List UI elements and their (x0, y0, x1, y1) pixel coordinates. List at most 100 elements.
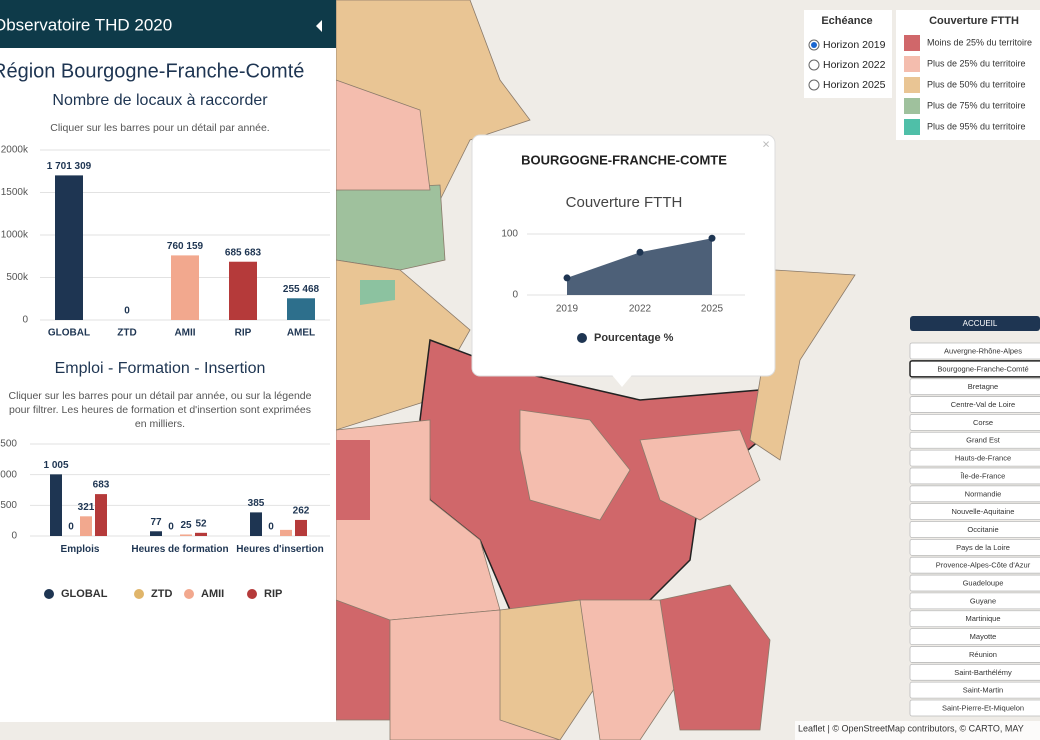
region-label[interactable]: Nouvelle-Aquitaine (952, 507, 1015, 516)
region-button[interactable] (909, 503, 1040, 521)
attribution: Leaflet | © OpenStreetMap contributors, … (798, 723, 1024, 733)
radio[interactable] (808, 79, 820, 91)
region-label[interactable]: Réunion (969, 650, 997, 659)
bar[interactable] (150, 531, 162, 536)
side-panel (0, 0, 336, 722)
value-label: 0 (68, 522, 74, 533)
region-label[interactable]: Pays de la Loire (956, 543, 1010, 552)
radio-label[interactable]: Horizon 2019 (823, 39, 886, 51)
region-label[interactable]: Mayotte (970, 632, 997, 641)
region-button[interactable] (909, 378, 1040, 396)
value-label: 255 468 (283, 284, 320, 295)
legend-label[interactable]: AMII (201, 588, 224, 600)
region-label[interactable]: Provence-Alpes-Côte d'Azur (936, 561, 1031, 570)
region-button[interactable] (909, 414, 1040, 431)
region-button[interactable] (909, 360, 1040, 378)
x-tick-label: 2022 (629, 304, 652, 315)
point (563, 274, 571, 282)
region-label[interactable]: Saint-Pierre-Et-Miquelon (942, 703, 1024, 712)
region-button[interactable] (909, 592, 1040, 610)
area (567, 238, 712, 295)
region-button[interactable] (909, 521, 1040, 538)
legend-marker[interactable] (247, 589, 257, 599)
region-label[interactable]: Normandie (965, 489, 1002, 498)
legend-marker[interactable] (184, 589, 194, 599)
region-button[interactable] (909, 431, 1040, 449)
legend-label[interactable]: ZTD (151, 588, 172, 600)
region-label[interactable]: Guyane (970, 596, 996, 605)
region-button[interactable] (909, 396, 1040, 413)
legend-label[interactable]: RIP (264, 588, 282, 600)
bar[interactable] (229, 261, 257, 320)
bar[interactable] (55, 175, 83, 320)
legend-label: Plus de 95% du territoire (927, 121, 1026, 131)
popup-close[interactable]: × (762, 136, 770, 151)
x-tick-label: AMII (174, 328, 195, 339)
legend-label: Plus de 25% du territoire (927, 58, 1026, 68)
region-title: Région Bourgogne-Franche-Comté (0, 60, 304, 82)
bar[interactable] (280, 529, 292, 536)
chart-subtitle: Cliquer sur les barres pour un détail pa… (8, 390, 312, 430)
region-label[interactable]: Saint-Barthélémy (954, 668, 1012, 677)
couverture-title: Couverture FTTH (929, 15, 1019, 27)
legend-marker[interactable] (44, 589, 54, 599)
collapse-button[interactable] (316, 20, 322, 32)
legend-label[interactable]: GLOBAL (61, 588, 108, 600)
region-label[interactable]: Occitanie (967, 525, 998, 534)
bar[interactable] (50, 474, 62, 536)
legend-label: Plus de 75% du territoire (927, 100, 1026, 110)
chart-title: Nombre de locaux à raccorder (52, 92, 268, 109)
value-label: 0 (168, 522, 174, 533)
region-label[interactable]: Île-de-France (960, 471, 1006, 480)
region-label[interactable]: Saint-Martin (963, 686, 1003, 695)
legend-marker (577, 333, 587, 343)
region-button[interactable] (909, 467, 1040, 485)
bar[interactable] (250, 512, 262, 536)
y-tick-label: 0 (22, 315, 28, 326)
region-button[interactable] (909, 449, 1040, 467)
region-button[interactable] (909, 610, 1040, 628)
region-button[interactable] (909, 681, 1040, 699)
region-button[interactable] (909, 699, 1040, 717)
bar[interactable] (80, 516, 92, 536)
value-label: 1 005 (43, 460, 68, 471)
region-button[interactable] (909, 574, 1040, 592)
radio-label[interactable]: Horizon 2025 (823, 79, 886, 91)
y-tick-label: 0 (11, 531, 17, 542)
region-label[interactable]: Bourgogne-Franche-Comté (937, 364, 1028, 373)
value-label: 1 701 309 (47, 161, 92, 172)
region-button[interactable] (909, 663, 1040, 681)
region-label[interactable]: Grand Est (966, 436, 1001, 445)
region-label[interactable]: Corse (973, 418, 993, 427)
region-label[interactable]: Auvergne-Rhône-Alpes (944, 346, 1022, 355)
region-button[interactable] (909, 628, 1040, 645)
region-button[interactable] (909, 538, 1040, 556)
x-tick-label: Heures de formation (131, 544, 229, 555)
region-label[interactable]: Martinique (965, 614, 1000, 623)
region-label[interactable]: Guadeloupe (963, 579, 1004, 588)
map (335, 0, 856, 740)
bar[interactable] (171, 255, 199, 320)
bar[interactable] (180, 534, 192, 536)
radio-label[interactable]: Horizon 2022 (823, 59, 886, 71)
region-button[interactable] (909, 485, 1040, 503)
region-button[interactable] (909, 342, 1040, 360)
bar[interactable] (195, 532, 207, 536)
region-label[interactable]: Hauts-de-France (955, 454, 1011, 463)
x-tick-label: Heures d'insertion (236, 544, 324, 555)
region-label[interactable]: Centre-Val de Loire (951, 400, 1015, 409)
y-tick-label: 1500k (1, 187, 29, 198)
swatch (904, 35, 920, 51)
chart-subtitle: Cliquer sur les barres pour un détail pa… (50, 122, 269, 134)
region-button[interactable] (909, 556, 1040, 574)
bar[interactable] (95, 494, 107, 536)
region-button[interactable] (909, 646, 1040, 663)
bar[interactable] (295, 519, 307, 536)
legend-marker[interactable] (134, 589, 144, 599)
y-tick-label: 500 (0, 500, 17, 511)
radio[interactable] (808, 59, 820, 71)
swatch (904, 77, 920, 93)
region-label[interactable]: Bretagne (968, 382, 998, 391)
bar[interactable] (287, 298, 315, 320)
